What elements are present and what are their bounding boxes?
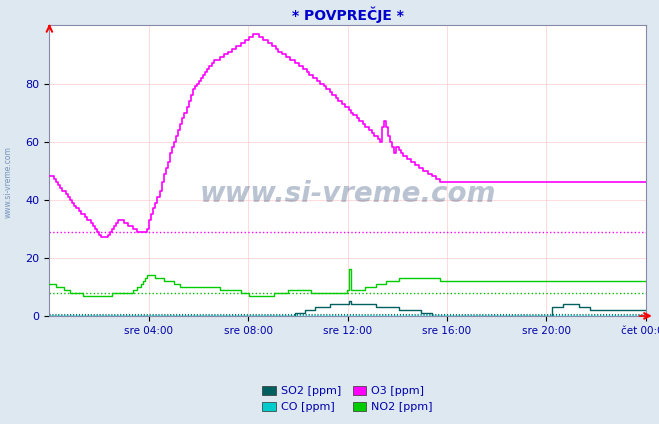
Title: * POVPREČJE *: * POVPREČJE * [292, 6, 403, 23]
Text: www.si-vreme.com: www.si-vreme.com [200, 180, 496, 208]
Text: www.si-vreme.com: www.si-vreme.com [3, 146, 13, 218]
Legend: SO2 [ppm], CO [ppm], O3 [ppm], NO2 [ppm]: SO2 [ppm], CO [ppm], O3 [ppm], NO2 [ppm] [259, 382, 436, 416]
